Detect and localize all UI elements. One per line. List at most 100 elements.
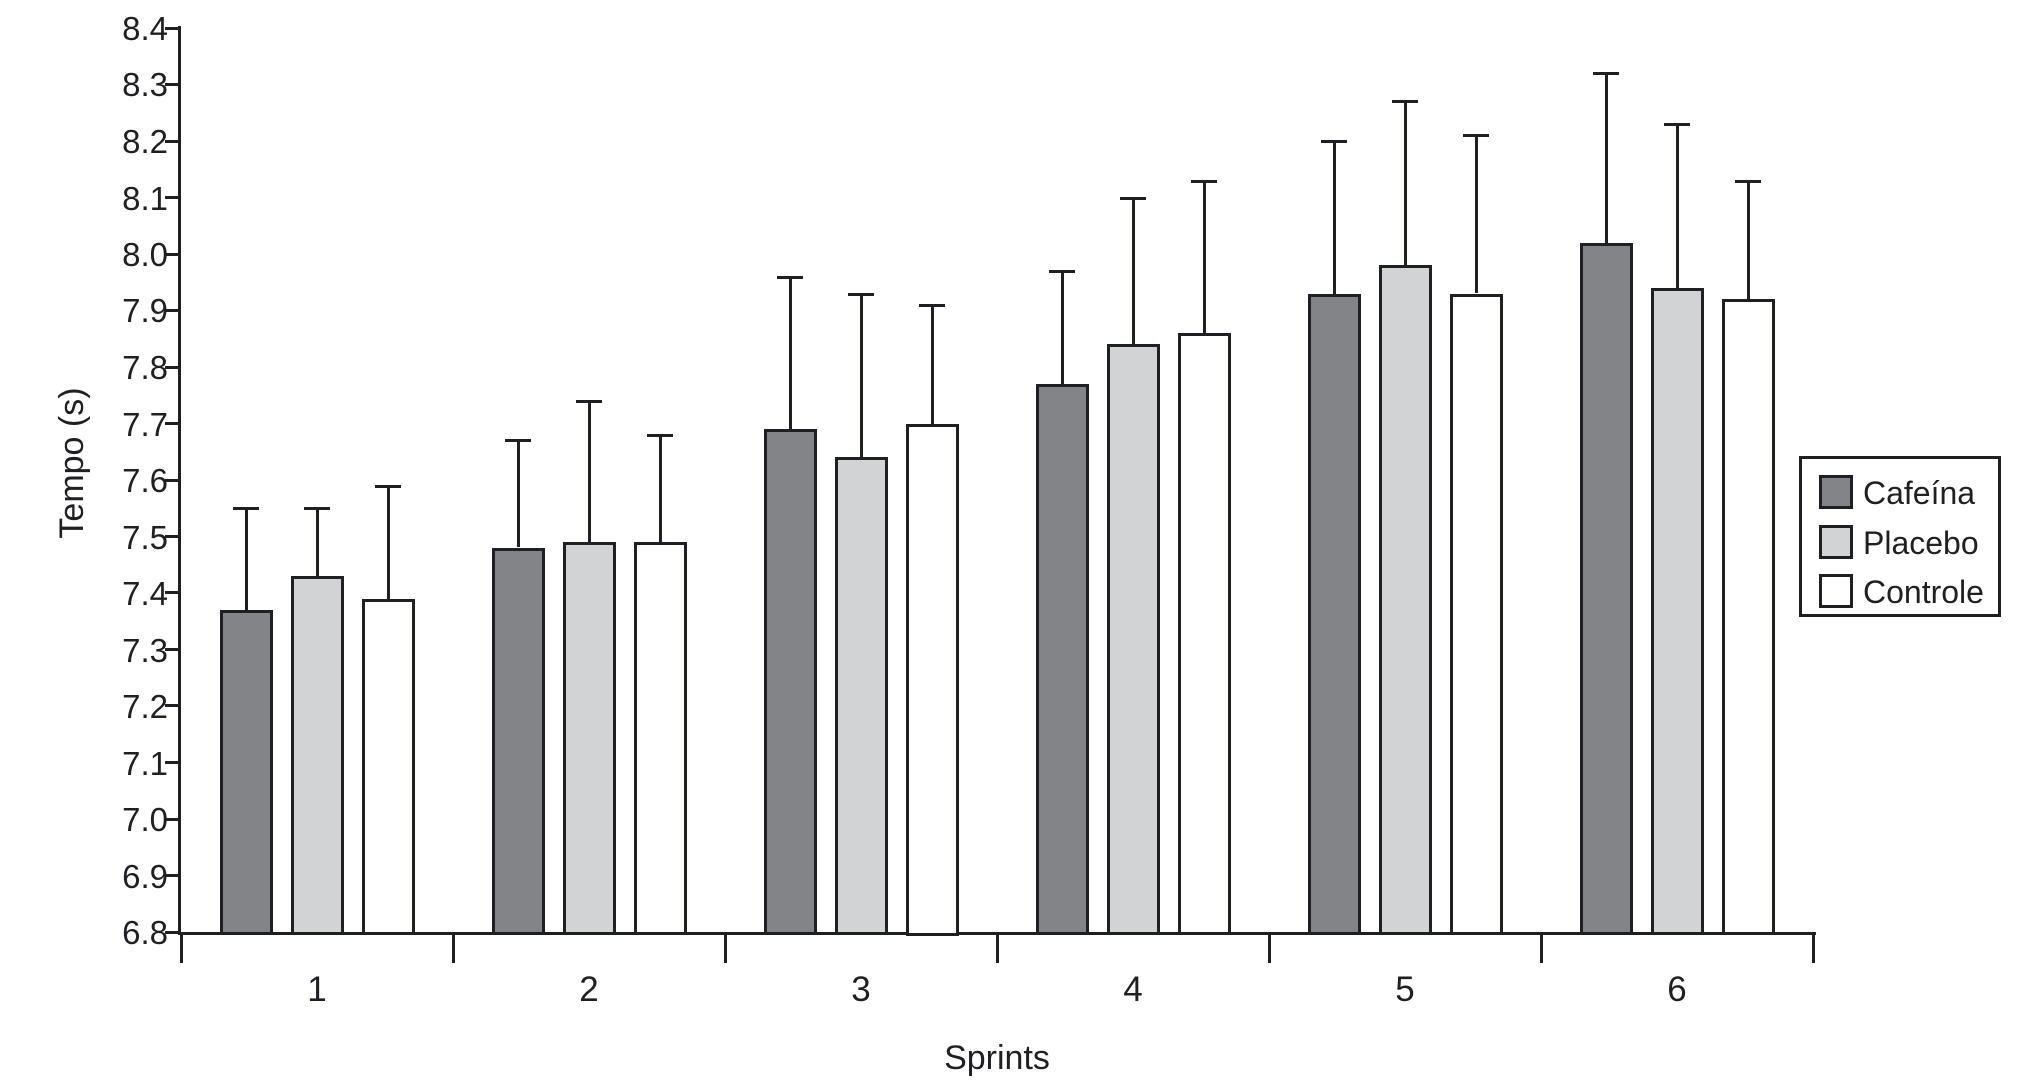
bar-placebo-5 — [1379, 265, 1432, 935]
x-tick — [996, 935, 999, 963]
y-tick — [165, 535, 178, 538]
error-cap-controle-2 — [647, 434, 673, 437]
error-cap-placebo-5 — [1392, 100, 1418, 103]
y-tick-label: 7.5 — [122, 519, 168, 556]
x-tick — [180, 935, 183, 963]
error-cap-cafeina-6 — [1593, 72, 1619, 75]
y-tick-label: 8.3 — [122, 66, 168, 103]
legend-swatch-cafeina — [1819, 475, 1853, 509]
error-cap-controle-4 — [1191, 180, 1217, 183]
y-tick — [165, 140, 178, 143]
y-tick — [165, 27, 178, 30]
y-tick-label: 6.9 — [122, 858, 168, 895]
y-tick — [165, 931, 178, 934]
error-cap-controle-3 — [919, 304, 945, 307]
error-cap-placebo-3 — [848, 293, 874, 296]
error-bar-placebo-6 — [1676, 124, 1679, 288]
error-cap-controle-6 — [1735, 180, 1761, 183]
error-bar-controle-5 — [1475, 135, 1478, 293]
y-tick — [165, 366, 178, 369]
y-tick-label: 8.4 — [122, 10, 168, 47]
error-bar-controle-1 — [387, 486, 390, 599]
error-bar-placebo-4 — [1132, 198, 1135, 345]
bar-controle-4 — [1178, 333, 1231, 935]
x-group-label: 3 — [851, 970, 871, 1009]
y-tick — [165, 422, 178, 425]
y-tick — [165, 818, 178, 821]
legend-label-controle: Controle — [1863, 574, 1984, 610]
bar-controle-5 — [1450, 294, 1503, 935]
bar-controle-3 — [906, 424, 959, 936]
bar-controle-6 — [1722, 299, 1775, 935]
y-tick-label: 7.3 — [122, 632, 168, 669]
error-cap-placebo-4 — [1120, 197, 1146, 200]
y-axis-line — [178, 26, 181, 935]
y-tick — [165, 704, 178, 707]
y-tick — [165, 253, 178, 256]
error-bar-cafeina-3 — [789, 277, 792, 430]
error-cap-cafeina-5 — [1321, 140, 1347, 143]
bar-placebo-3 — [835, 457, 888, 935]
y-tick — [165, 591, 178, 594]
y-tick-label: 7.4 — [122, 575, 168, 612]
bar-placebo-1 — [291, 576, 344, 935]
bar-cafeina-2 — [492, 548, 545, 935]
bar-placebo-4 — [1107, 344, 1160, 935]
error-bar-cafeina-5 — [1333, 141, 1336, 294]
x-group-label: 1 — [307, 970, 327, 1009]
bar-controle-1 — [362, 599, 415, 935]
error-bar-placebo-5 — [1404, 101, 1407, 265]
error-bar-controle-4 — [1203, 181, 1206, 334]
y-tick — [165, 761, 178, 764]
error-cap-placebo-6 — [1664, 123, 1690, 126]
x-tick — [452, 935, 455, 963]
x-group-label: 6 — [1667, 970, 1687, 1009]
error-cap-cafeina-4 — [1049, 270, 1075, 273]
x-axis-title: Sprints — [944, 1039, 1050, 1077]
y-tick-label: 7.8 — [122, 349, 168, 386]
error-bar-controle-2 — [659, 435, 662, 542]
error-bar-placebo-1 — [316, 508, 319, 576]
y-tick-label: 6.8 — [122, 914, 168, 951]
bar-controle-2 — [634, 542, 687, 935]
x-tick — [724, 935, 727, 963]
y-tick-label: 7.7 — [122, 406, 168, 443]
y-tick-label: 7.2 — [122, 688, 168, 725]
x-axis-line — [178, 932, 1816, 935]
error-cap-controle-5 — [1463, 134, 1489, 137]
y-tick — [165, 309, 178, 312]
x-tick — [1268, 935, 1271, 963]
legend-label-cafeina: Cafeína — [1863, 475, 1976, 511]
error-bar-cafeina-2 — [517, 440, 520, 547]
error-bar-cafeina-4 — [1061, 271, 1064, 384]
error-bar-cafeina-1 — [245, 508, 248, 610]
y-tick-label: 7.0 — [122, 801, 168, 838]
bar-cafeina-4 — [1036, 384, 1089, 935]
error-bar-controle-3 — [931, 305, 934, 424]
legend: Cafeína Placebo Controle — [1799, 456, 2001, 617]
bar-cafeina-6 — [1580, 243, 1633, 935]
bar-cafeina-1 — [220, 610, 273, 935]
y-tick-label: 8.0 — [122, 236, 168, 273]
bar-placebo-2 — [563, 542, 616, 935]
error-cap-cafeina-1 — [233, 507, 259, 510]
error-cap-placebo-2 — [576, 400, 602, 403]
bar-cafeina-5 — [1308, 294, 1361, 935]
y-tick-label: 8.2 — [122, 123, 168, 160]
y-axis-title: Tempo (s) — [53, 387, 91, 539]
error-bar-placebo-3 — [860, 294, 863, 458]
x-group-label: 5 — [1395, 970, 1415, 1009]
y-tick-label: 7.1 — [122, 745, 168, 782]
legend-swatch-controle — [1819, 574, 1853, 608]
y-tick-label: 7.9 — [122, 292, 168, 329]
x-group-label: 4 — [1123, 970, 1143, 1009]
error-cap-placebo-1 — [304, 507, 330, 510]
error-cap-cafeina-2 — [505, 439, 531, 442]
error-bar-controle-6 — [1747, 181, 1750, 300]
error-bar-cafeina-6 — [1605, 73, 1608, 243]
y-tick-label: 8.1 — [122, 180, 168, 217]
y-tick — [165, 83, 178, 86]
x-tick — [1540, 935, 1543, 963]
